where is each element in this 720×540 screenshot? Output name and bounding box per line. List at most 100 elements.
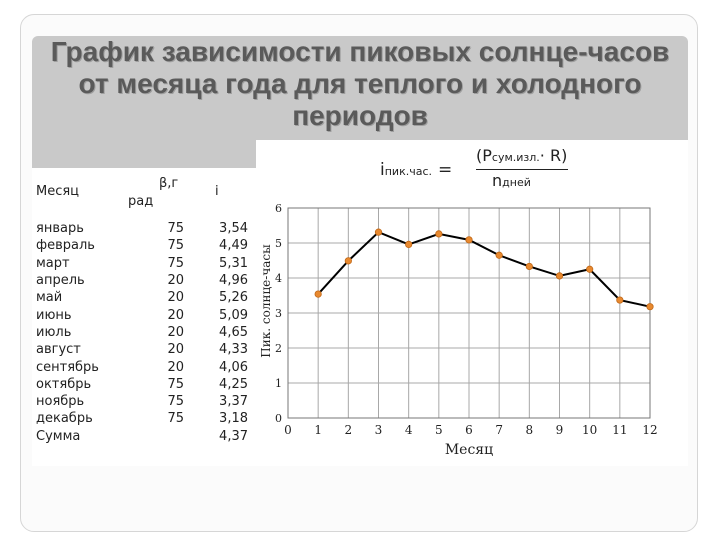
cell-month: июль bbox=[36, 324, 72, 340]
y-tick-label: 0 bbox=[275, 412, 282, 425]
data-point bbox=[525, 262, 533, 271]
formula-numerator-sub: сум.изл. bbox=[491, 151, 540, 164]
x-tick-label: 8 bbox=[526, 423, 534, 437]
table-row: Сумма 4,37 bbox=[36, 428, 248, 445]
table-row: январь 75 3,54 bbox=[36, 220, 248, 237]
y-tick-label: 4 bbox=[275, 272, 282, 285]
cell-i: 4,65 bbox=[219, 324, 248, 340]
formula-denominator-sub: дней bbox=[502, 176, 531, 189]
cell-month: апрель bbox=[36, 273, 85, 289]
y-tick-label: 6 bbox=[275, 202, 282, 215]
x-tick-label: 6 bbox=[465, 423, 473, 437]
x-tick-label: 9 bbox=[556, 423, 564, 437]
table-row: февраль 75 4,49 bbox=[36, 237, 248, 254]
cell-month: сентябрь bbox=[36, 359, 99, 375]
x-tick-label: 5 bbox=[435, 423, 443, 437]
formula-area bbox=[256, 140, 688, 192]
y-tick-label: 1 bbox=[275, 377, 282, 390]
header-i: i bbox=[215, 184, 219, 199]
y-axis-label: Пик. солнце-часы bbox=[259, 244, 273, 358]
cell-beta: 20 bbox=[167, 290, 184, 306]
cell-i: 4,33 bbox=[219, 342, 248, 358]
cell-i: 5,09 bbox=[219, 307, 248, 323]
cell-month: июнь bbox=[36, 307, 72, 323]
plot-frame bbox=[287, 207, 651, 419]
cell-beta: 20 bbox=[167, 359, 184, 375]
x-tick-label: 3 bbox=[375, 423, 383, 437]
y-tick-label: 2 bbox=[275, 342, 282, 355]
header-month: Месяц bbox=[36, 184, 80, 199]
x-tick-label: 10 bbox=[582, 423, 597, 437]
data-table: январь 75 3,54 февраль 75 4,49 март 75 5,31 апрел… bbox=[36, 220, 248, 445]
table-row: сентябрь 20 4,06 bbox=[36, 358, 248, 375]
cell-i: 3,37 bbox=[219, 394, 248, 410]
data-point bbox=[374, 228, 383, 236]
header-beta: β,г bbox=[159, 176, 179, 191]
cell-month: май bbox=[36, 290, 63, 306]
x-tick-label: 1 bbox=[314, 423, 322, 437]
cell-month: Сумма bbox=[36, 428, 81, 444]
table-row: декабрь 75 3,18 bbox=[36, 410, 248, 427]
cell-beta: 20 bbox=[167, 342, 184, 358]
cell-month: октябрь bbox=[36, 376, 92, 392]
data-table-area: Месяц β,г рад i январь 75 3,54 февраль 75 4,4… bbox=[32, 168, 256, 466]
table-row: июнь 20 5,09 bbox=[36, 306, 248, 323]
x-tick-label: 12 bbox=[642, 423, 657, 437]
cell-i: 4,06 bbox=[219, 359, 248, 375]
data-point bbox=[435, 230, 443, 238]
cell-month: март bbox=[36, 255, 70, 271]
chart-area: 0 1 2 3 4 5 6 7 8 9 10 11 12 0 1 2 3 4 5 6 Месяц Пик. солнце-… bbox=[256, 192, 688, 466]
cell-i: 4,96 bbox=[219, 273, 248, 289]
data-point bbox=[586, 265, 594, 273]
cell-month: ноябрь bbox=[36, 394, 85, 410]
cell-i: 4,25 bbox=[219, 376, 248, 392]
cell-beta: 75 bbox=[167, 255, 184, 271]
formula-lhs-sub: пик.час. bbox=[384, 165, 432, 178]
data-point bbox=[646, 303, 654, 311]
cell-beta: 75 bbox=[167, 238, 184, 254]
header-beta-unit: рад bbox=[128, 194, 154, 209]
cell-month: август bbox=[36, 342, 81, 358]
table-row: апрель 20 4,96 bbox=[36, 272, 248, 289]
data-point bbox=[465, 236, 473, 244]
cell-i: 5,26 bbox=[219, 290, 248, 306]
series-line bbox=[317, 230, 651, 308]
data-point bbox=[405, 240, 413, 249]
y-tick-label: 3 bbox=[275, 307, 282, 320]
data-point bbox=[495, 251, 503, 259]
cell-i: 3,54 bbox=[219, 221, 248, 237]
cell-i: 4,37 bbox=[219, 428, 248, 444]
table-row: август 20 4,33 bbox=[36, 341, 248, 358]
table-row: октябрь 75 4,25 bbox=[36, 376, 248, 393]
cell-beta: 20 bbox=[167, 307, 184, 323]
table-row: июль 20 4,65 bbox=[36, 324, 248, 341]
table-row: май 20 5,26 bbox=[36, 289, 248, 306]
y-tick-label: 5 bbox=[275, 237, 282, 250]
data-point bbox=[555, 272, 564, 280]
cell-i: 5,31 bbox=[219, 255, 248, 271]
formula-lhs: i bbox=[380, 160, 385, 180]
data-point bbox=[314, 290, 322, 298]
cell-beta: 75 bbox=[167, 394, 184, 410]
x-tick-label: 11 bbox=[612, 423, 627, 437]
x-tick-label: 0 bbox=[284, 423, 292, 437]
formula-numerator: (P bbox=[476, 146, 492, 165]
cell-month: январь bbox=[36, 221, 84, 237]
cell-beta: 75 bbox=[167, 376, 184, 392]
cell-i: 4,49 bbox=[219, 238, 248, 254]
cell-month: декабрь bbox=[36, 411, 93, 427]
cell-beta bbox=[136, 428, 184, 445]
formula-denominator: n bbox=[492, 171, 503, 190]
x-tick-label: 2 bbox=[345, 423, 353, 437]
x-axis-label: Месяц bbox=[445, 442, 493, 458]
cell-beta: 75 bbox=[167, 221, 184, 237]
cell-i: 3,18 bbox=[219, 411, 248, 427]
formula-numerator-rest: · R) bbox=[539, 146, 568, 165]
cell-beta: 20 bbox=[167, 324, 184, 340]
slide-title: График зависимости пиковых солнце-часов … bbox=[50, 36, 670, 131]
table-row: март 75 5,31 bbox=[36, 255, 248, 272]
table-row: ноябрь 75 3,37 bbox=[36, 393, 248, 410]
x-tick-label: 7 bbox=[495, 423, 503, 437]
cell-month: февраль bbox=[36, 238, 95, 254]
